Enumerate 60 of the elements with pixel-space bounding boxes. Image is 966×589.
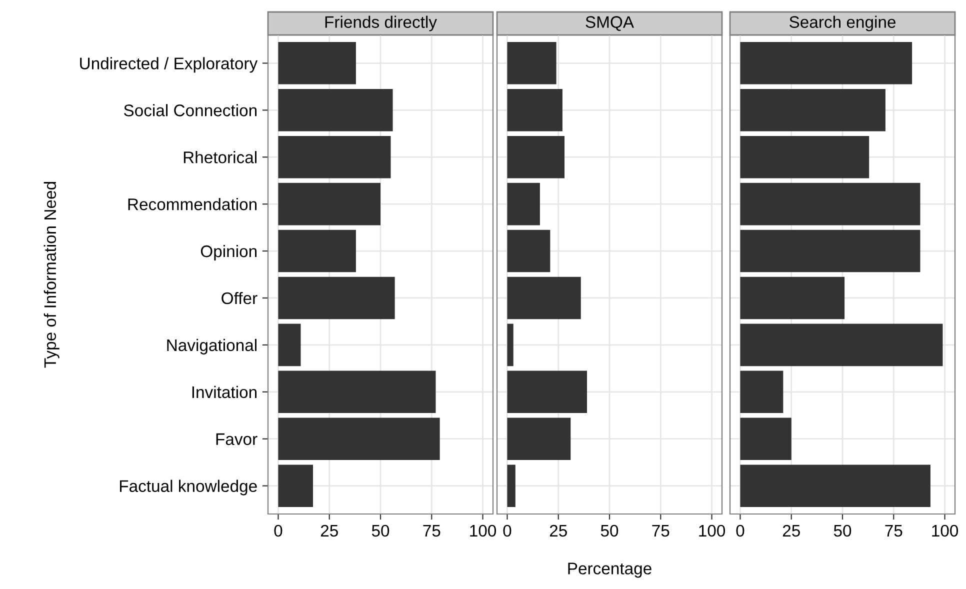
- bar: [507, 370, 587, 414]
- y-tick-label: Rhetorical: [184, 151, 256, 164]
- y-tick-label: Favor: [216, 433, 258, 446]
- x-tick-label: 0: [274, 524, 282, 537]
- x-tick-label: 75: [885, 525, 902, 537]
- bar: [507, 89, 562, 132]
- x-axis-title: Percentage: [568, 562, 652, 578]
- bar: [278, 276, 395, 320]
- bar: [740, 42, 912, 84]
- bar: [278, 182, 380, 226]
- bar: [740, 182, 920, 226]
- y-axis-title: Type of Information Need: [44, 182, 60, 368]
- bar: [507, 136, 564, 178]
- x-tick-label: 25: [550, 524, 567, 537]
- chart-title: Search engine: [790, 16, 896, 32]
- bar: [740, 324, 943, 366]
- bar: [278, 230, 356, 272]
- bar: [507, 324, 514, 366]
- bar: [278, 89, 393, 132]
- x-tick-label: 50: [600, 524, 618, 537]
- y-tick-label: Social Connection: [124, 104, 257, 116]
- chart-title: SMQA: [586, 16, 634, 31]
- bar: [507, 42, 556, 84]
- x-tick-label: 50: [834, 524, 852, 537]
- bar: [740, 89, 886, 132]
- bar: [507, 418, 571, 460]
- y-tick-label: Recommendation: [128, 198, 257, 210]
- bar: [278, 42, 356, 84]
- bar: [740, 370, 784, 414]
- x-tick-label: 50: [372, 524, 390, 537]
- y-tick-label: Navigational: [167, 338, 256, 354]
- bar: [740, 230, 920, 272]
- y-tick-label: Undirected / Exploratory: [80, 57, 258, 73]
- chart-title: Friends directly: [325, 16, 437, 32]
- y-tick-label: Opinion: [200, 244, 257, 261]
- bar: [740, 418, 792, 460]
- y-tick-label: Invitation: [192, 386, 257, 398]
- bar: [507, 182, 540, 226]
- y-tick-label: Factual knowledge: [120, 480, 257, 496]
- bar: [740, 136, 870, 178]
- bar: [278, 324, 301, 366]
- x-tick-label: 0: [503, 524, 512, 537]
- x-tick-label: 75: [423, 525, 440, 537]
- bar: [740, 464, 930, 507]
- x-tick-label: 100: [932, 524, 958, 537]
- x-tick-label: 25: [320, 524, 338, 537]
- bar: [278, 136, 391, 178]
- x-tick-label: 0: [736, 524, 744, 537]
- x-tick-label: 100: [699, 524, 726, 537]
- x-tick-label: 25: [782, 524, 800, 537]
- bar: [507, 464, 516, 507]
- bar: [507, 276, 581, 320]
- bar: [278, 370, 436, 414]
- bar: [507, 230, 550, 272]
- bar: [278, 464, 313, 507]
- x-tick-label: 75: [652, 525, 670, 537]
- bar: [278, 418, 440, 460]
- bar: [740, 276, 845, 320]
- y-tick-label: Offer: [222, 292, 258, 304]
- x-tick-label: 100: [470, 524, 496, 537]
